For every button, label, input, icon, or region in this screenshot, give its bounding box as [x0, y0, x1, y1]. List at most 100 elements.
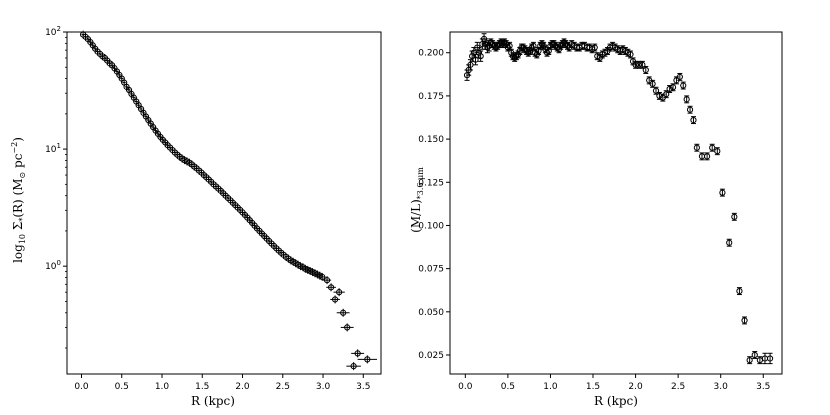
left-data-point	[336, 289, 343, 296]
right-y-tick-label: 0.050	[418, 308, 444, 318]
right-y-label-main: (M/L)	[409, 199, 423, 233]
right-data-point	[683, 96, 690, 103]
right-data-point	[703, 153, 711, 160]
left-x-axis-label: R (kpc)	[191, 394, 235, 408]
left-y-tick-base: 10	[45, 145, 57, 155]
right-x-tick-label: 2.0	[628, 382, 643, 392]
right-y-tick-label: 0.025	[418, 351, 444, 361]
right-data-point	[656, 92, 663, 100]
right-x-tick-label: 3.5	[756, 382, 770, 392]
right-data-point	[537, 42, 544, 49]
right-panel: R (kpc) (M/L)*3.6 μm	[409, 167, 638, 408]
left-data-point	[327, 284, 335, 291]
left-y-label-exp: −2	[10, 142, 19, 154]
left-y-label-sun: ⊙	[18, 172, 27, 179]
left-panel: R (kpc) log10 Σ*(R) (M⊙ pc−2)	[10, 137, 235, 408]
left-data-point	[332, 296, 339, 303]
right-data-point	[467, 61, 474, 68]
right-data-point	[627, 51, 634, 58]
right-data-point	[741, 317, 748, 324]
right-x-tick-label: 3.0	[714, 382, 729, 392]
right-data-point	[475, 49, 483, 56]
right-x-tick-label: 0.0	[458, 382, 473, 392]
right-x-tick-label: 1.0	[543, 382, 558, 392]
right-plot-area: 0.0 0.5 1.0 1.5 2.0 2.5 3.0 3.5 0.025 0.050 0.075 0…	[418, 31, 783, 392]
right-data-point	[666, 85, 673, 93]
left-x-tick-label: 2.5	[276, 382, 290, 392]
left-y-tick-label: 100	[45, 259, 61, 272]
left-data-point	[319, 273, 326, 280]
left-y-tick-exp: 1	[57, 142, 61, 150]
right-data-point	[523, 47, 530, 55]
right-data-point	[525, 49, 532, 56]
right-data-point	[714, 148, 721, 155]
left-y-tick-label: 102	[45, 25, 61, 38]
left-data-point	[350, 363, 357, 370]
left-y-tick-base: 10	[45, 28, 57, 38]
right-data-point	[484, 44, 491, 51]
left-data-points	[80, 30, 377, 371]
right-data-point	[632, 61, 639, 68]
right-data-point	[528, 44, 535, 51]
left-x-tick-label: 0.5	[115, 382, 129, 392]
right-data-point	[663, 91, 670, 98]
left-x-tick-label: 0.0	[74, 382, 89, 392]
left-y-label-star: *	[18, 218, 27, 222]
left-data-point	[354, 350, 361, 357]
right-data-point	[477, 53, 484, 60]
left-x-tick-label: 1.0	[155, 382, 170, 392]
right-data-point	[591, 44, 598, 51]
right-data-point	[719, 189, 726, 196]
right-data-point	[639, 61, 646, 68]
right-data-point	[709, 144, 716, 151]
left-y-tick-exp: 0	[57, 259, 61, 267]
left-data-point	[344, 324, 351, 331]
right-data-point	[680, 82, 687, 89]
right-data-point	[686, 106, 694, 113]
right-data-point	[731, 213, 738, 220]
right-y-label-sub: *3.6 μm	[416, 167, 425, 199]
right-y-axis-label: (M/L)*3.6 μm	[409, 167, 425, 233]
right-data-point	[532, 49, 539, 56]
left-y-label-sub: 10	[18, 234, 27, 244]
left-data-point	[340, 309, 347, 316]
right-data-point	[736, 287, 743, 295]
left-x-tick-label: 2.0	[235, 382, 250, 392]
left-y-tick-base: 10	[45, 262, 57, 272]
left-x-tick-label: 3.0	[316, 382, 331, 392]
left-y-label-sigma: Σ	[11, 222, 25, 234]
right-y-tick-label: 0.075	[418, 265, 444, 275]
left-data-point	[364, 356, 371, 363]
right-data-point	[518, 44, 525, 51]
right-data-point	[513, 53, 520, 60]
right-data-point	[693, 144, 700, 151]
right-y-tick-label: 0.125	[418, 178, 444, 188]
left-y-label-mid: (R) (M	[11, 178, 25, 217]
right-y-tick-label: 0.100	[418, 221, 444, 231]
right-data-point	[543, 49, 551, 56]
left-y-tick-exp: 2	[57, 25, 61, 33]
right-data-point	[649, 80, 656, 87]
left-x-tick-label: 1.5	[195, 382, 209, 392]
right-data-point	[549, 40, 556, 48]
right-data-point	[469, 53, 476, 60]
left-y-label-end: )	[11, 137, 25, 142]
right-x-axis-label: R (kpc)	[594, 394, 638, 408]
left-y-label-log: log	[11, 244, 25, 263]
right-y-tick-label: 0.200	[418, 49, 444, 59]
right-data-point	[676, 73, 683, 81]
left-y-axis-label: log10 Σ*(R) (M⊙ pc−2)	[10, 137, 27, 263]
right-data-point	[504, 44, 511, 51]
right-data-point	[501, 39, 508, 46]
left-axes-frame	[66, 31, 382, 375]
right-data-point	[766, 355, 774, 362]
left-x-tick-label: 3.5	[356, 382, 370, 392]
right-data-point	[538, 40, 546, 48]
left-y-tick-label: 101	[45, 142, 61, 155]
right-y-tick-label: 0.175	[418, 92, 444, 102]
right-data-point	[635, 61, 643, 68]
right-data-point	[690, 116, 697, 124]
